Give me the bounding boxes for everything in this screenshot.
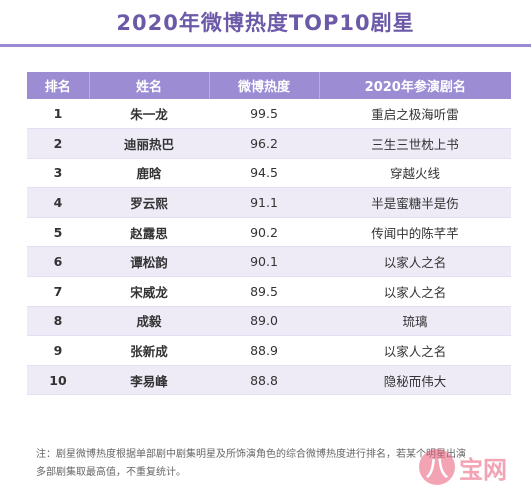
table-row: 7 宋威龙 89.5 以家人之名 <box>27 276 511 307</box>
name-cell: 李易峰 <box>89 365 209 396</box>
score-cell: 96.2 <box>209 128 319 159</box>
name-cell: 鹿晗 <box>89 158 209 189</box>
rank-cell: 9 <box>27 335 89 366</box>
name-cell: 赵露思 <box>89 217 209 248</box>
rank-cell: 7 <box>27 276 89 307</box>
rank-cell: 4 <box>27 187 89 218</box>
watermark-text: 宝网 <box>459 455 507 484</box>
watermark-glyph: 八 <box>419 449 455 485</box>
name-cell: 张新成 <box>89 335 209 366</box>
drama-cell: 重启之极海听雷 <box>319 99 511 130</box>
header-rank: 排名 <box>27 72 90 99</box>
drama-cell: 琉璃 <box>319 306 511 337</box>
table-row: 9 张新成 88.9 以家人之名 <box>27 335 511 366</box>
score-cell: 89.0 <box>209 306 319 337</box>
ranking-table: 排名 姓名 微博热度 2020年参演剧名 1 朱一龙 99.5 重启之极海听雷 … <box>27 72 511 396</box>
rank-cell: 6 <box>27 246 89 278</box>
ranking-table-wrapper: 排名 姓名 微博热度 2020年参演剧名 1 朱一龙 99.5 重启之极海听雷 … <box>27 72 511 396</box>
table-row: 4 罗云熙 91.1 半是蜜糖半是伤 <box>27 187 511 218</box>
name-cell: 罗云熙 <box>89 187 209 218</box>
rank-cell: 3 <box>27 158 89 189</box>
rank-cell: 10 <box>27 365 89 396</box>
table-row: 8 成毅 89.0 琉璃 <box>27 306 511 337</box>
score-cell: 91.1 <box>209 187 319 218</box>
header-drama: 2020年参演剧名 <box>364 80 466 95</box>
watermark-logo: 八 宝网 <box>419 447 523 487</box>
title-bar: 2020年微博热度TOP10剧星 <box>0 0 531 47</box>
table-row: 6 谭松韵 90.1 以家人之名 <box>27 246 511 278</box>
score-cell: 99.5 <box>209 99 319 130</box>
score-cell: 88.9 <box>209 335 319 366</box>
score-cell: 89.5 <box>209 276 319 307</box>
name-cell: 成毅 <box>89 306 209 337</box>
rank-cell: 1 <box>27 99 89 130</box>
score-cell: 94.5 <box>209 158 319 189</box>
score-cell: 90.1 <box>209 246 319 278</box>
name-cell: 迪丽热巴 <box>89 128 209 159</box>
drama-cell: 半是蜜糖半是伤 <box>319 187 511 218</box>
name-cell: 谭松韵 <box>89 246 209 278</box>
table-row: 1 朱一龙 99.5 重启之极海听雷 <box>27 99 511 130</box>
drama-cell: 三生三世枕上书 <box>319 128 511 159</box>
name-cell: 宋威龙 <box>89 276 209 307</box>
table-row: 5 赵露思 90.2 传闻中的陈芊芊 <box>27 217 511 248</box>
header-score: 微博热度 <box>209 72 320 99</box>
table-header-row: 排名 姓名 微博热度 2020年参演剧名 <box>27 72 511 99</box>
rank-cell: 8 <box>27 306 89 337</box>
rank-cell: 2 <box>27 128 89 159</box>
drama-cell: 以家人之名 <box>319 246 511 278</box>
header-name: 姓名 <box>89 72 210 99</box>
table-row: 10 李易峰 88.8 隐秘而伟大 <box>27 365 511 396</box>
drama-cell: 穿越火线 <box>319 158 511 189</box>
page-title: 2020年微博热度TOP10剧星 <box>116 11 415 35</box>
drama-cell: 传闻中的陈芊芊 <box>319 217 511 248</box>
table-row: 3 鹿晗 94.5 穿越火线 <box>27 158 511 189</box>
name-cell: 朱一龙 <box>89 99 209 130</box>
footnote: 注：剧星微博热度根据单部剧中剧集明星及所饰演角色的综合微博热度进行排名，若某个明… <box>36 449 466 478</box>
drama-cell: 以家人之名 <box>319 276 511 307</box>
score-cell: 88.8 <box>209 365 319 396</box>
table-row: 2 迪丽热巴 96.2 三生三世枕上书 <box>27 128 511 159</box>
drama-cell: 以家人之名 <box>319 335 511 366</box>
drama-cell: 隐秘而伟大 <box>319 365 511 396</box>
score-cell: 90.2 <box>209 217 319 248</box>
rank-cell: 5 <box>27 217 89 248</box>
